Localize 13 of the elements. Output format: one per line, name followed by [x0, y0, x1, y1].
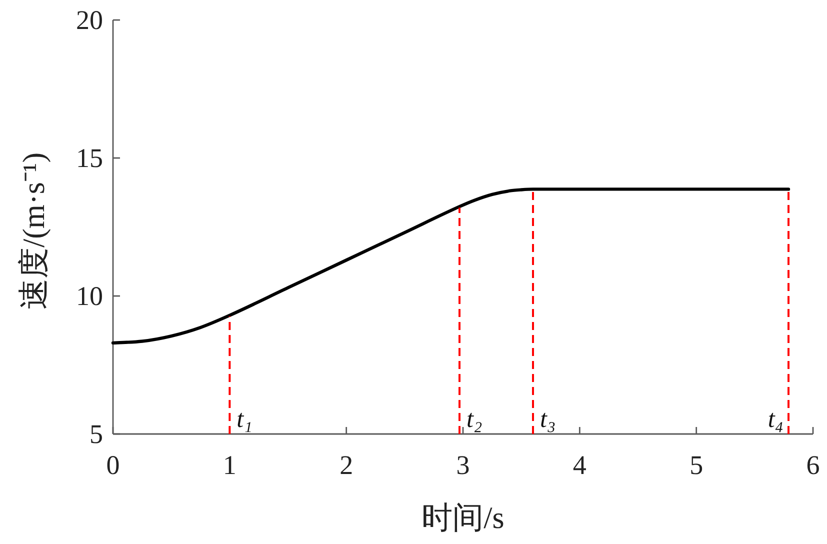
- x-tick-label: 1: [222, 450, 236, 480]
- x-axis-title: 时间/s: [422, 500, 504, 535]
- y-tick-label: 10: [76, 281, 103, 311]
- x-tick-label: 6: [806, 450, 820, 480]
- x-tick-label: 3: [456, 450, 470, 480]
- y-tick-label: 15: [76, 143, 103, 173]
- x-tick-label: 5: [690, 450, 704, 480]
- y-axis-title: 速度/(m·s⁻¹): [16, 152, 51, 310]
- x-tick-label: 2: [340, 450, 354, 480]
- y-tick-label: 5: [90, 419, 103, 449]
- y-tick-label: 20: [76, 5, 103, 35]
- x-tick-label: 4: [572, 450, 586, 480]
- x-tick-label: 0: [106, 450, 120, 480]
